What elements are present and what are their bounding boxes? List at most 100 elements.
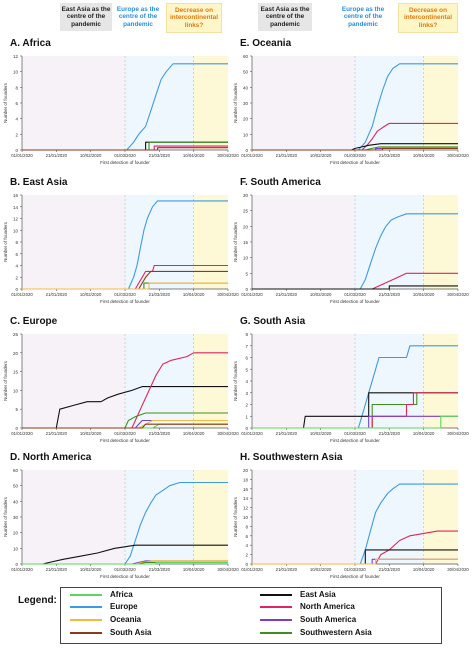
x-tick-label: 01/01/2020 — [241, 431, 263, 436]
x-tick-label: 21/03/2020 — [149, 292, 171, 297]
x-tick-label: 30/04/2020 — [447, 292, 469, 297]
x-tick-label: 21/01/2020 — [276, 292, 298, 297]
y-tick-label: 4 — [245, 379, 248, 384]
period-europe — [355, 56, 424, 150]
y-tick-label: 60 — [243, 54, 249, 59]
y-tick-label: 50 — [243, 70, 249, 75]
y-tick-label: 6 — [15, 252, 18, 257]
y-tick-label: 10 — [243, 515, 249, 520]
series-line-north-america — [22, 352, 228, 429]
x-tick-label: 01/03/2020 — [114, 431, 136, 436]
y-axis-label: Number of founders — [233, 82, 238, 123]
legend-item-africa: Africa — [70, 590, 133, 599]
y-tick-label: 4 — [15, 117, 18, 122]
y-tick-label: 25 — [243, 209, 249, 214]
y-tick-label: 5 — [15, 407, 18, 412]
x-tick-label: 30/04/2020 — [217, 567, 239, 572]
legend-label-africa: Africa — [110, 590, 133, 599]
y-tick-label: 7 — [245, 344, 248, 349]
panel-title-h: H. Southwestern Asia — [240, 452, 343, 463]
period-decrease — [423, 195, 458, 289]
series-line-europe — [252, 213, 458, 290]
x-tick-label: 21/03/2020 — [379, 153, 401, 158]
series-line-europe — [22, 63, 228, 151]
x-tick-label: 01/01/2020 — [11, 153, 33, 158]
period-east-asia — [22, 334, 125, 428]
x-axis-label: First detection of founder — [100, 160, 150, 165]
series-line-oceania — [252, 558, 458, 565]
legend-item-east-asia: East Asia — [260, 590, 336, 599]
series-line-north-america — [22, 264, 228, 290]
x-axis-label: First detection of founder — [100, 299, 150, 304]
period-europe — [125, 195, 194, 289]
y-tick-label: 2 — [245, 403, 248, 408]
panel-title-d: D. North America — [10, 452, 92, 463]
y-tick-label: 1 — [245, 414, 248, 419]
panel-title-e: E. Oceania — [240, 38, 292, 49]
legend-label-south-america: South America — [300, 615, 357, 624]
header-east-asia-right: East Asia as the centre of the pandemic — [258, 3, 312, 31]
y-tick-label: 12 — [13, 54, 19, 59]
series-line-east-asia — [22, 544, 228, 565]
y-axis-label: Number of founders — [233, 496, 238, 537]
series-line-africa — [252, 415, 458, 429]
x-axis-label: First detection of founder — [330, 438, 380, 443]
y-tick-label: 30 — [243, 101, 249, 106]
legend-swatch-south-america — [260, 618, 292, 621]
x-tick-label: 10/02/2020 — [310, 431, 332, 436]
y-tick-label: 5 — [245, 367, 248, 372]
y-tick-label: 3 — [245, 391, 248, 396]
y-tick-label: 8 — [15, 85, 18, 90]
period-decrease — [193, 195, 228, 289]
y-tick-label: 10 — [13, 70, 19, 75]
x-tick-label: 10/02/2020 — [310, 567, 332, 572]
x-tick-label: 10/02/2020 — [80, 431, 102, 436]
chart-panel-c: 0 5 10 15 20 25 01/01/2020 21/01/2020 10/02/2020… — [3, 332, 239, 443]
series-line-europe — [252, 63, 458, 151]
x-tick-label: 01/03/2020 — [114, 292, 136, 297]
legend-label-east-asia: East Asia — [300, 590, 336, 599]
y-tick-label: 4 — [245, 543, 248, 548]
x-tick-label: 10/04/2020 — [413, 567, 435, 572]
x-tick-label: 21/03/2020 — [379, 567, 401, 572]
period-decrease — [423, 334, 458, 428]
y-tick-label: 14 — [243, 496, 249, 501]
y-tick-label: 0 — [245, 426, 248, 431]
y-tick-label: 20 — [243, 468, 249, 473]
y-tick-label: 50 — [13, 484, 19, 489]
y-tick-label: 16 — [13, 193, 19, 198]
period-east-asia — [22, 470, 125, 564]
x-tick-label: 30/04/2020 — [217, 153, 239, 158]
y-tick-label: 20 — [243, 117, 249, 122]
x-tick-label: 10/04/2020 — [413, 292, 435, 297]
series-line-south-asia — [22, 423, 228, 429]
series-line-europe — [252, 483, 458, 565]
y-tick-label: 8 — [15, 240, 18, 245]
x-tick-label: 21/03/2020 — [379, 292, 401, 297]
panel-title-c: C. Europe — [10, 316, 58, 327]
y-tick-label: 30 — [13, 515, 19, 520]
x-tick-label: 10/02/2020 — [310, 292, 332, 297]
y-tick-label: 15 — [13, 370, 19, 375]
x-tick-label: 10/02/2020 — [80, 292, 102, 297]
header-decrease-left: Decrease on intercontinental links? — [166, 3, 222, 33]
legend-box — [60, 587, 442, 644]
series-line-africa — [22, 561, 228, 565]
y-tick-label: 0 — [15, 562, 18, 567]
chart-panel-f: 0 5 10 15 20 25 30 01/01/2020 21/01/2020 10/02/20… — [233, 193, 469, 304]
series-line-europe — [22, 481, 228, 565]
y-axis-label: Number of founders — [3, 221, 8, 262]
y-tick-label: 0 — [245, 562, 248, 567]
y-tick-label: 0 — [15, 426, 18, 431]
x-axis-label: First detection of founder — [100, 574, 150, 579]
x-tick-label: 10/04/2020 — [413, 431, 435, 436]
x-axis-label: First detection of founder — [100, 438, 150, 443]
chart-panel-d: 0 10 20 30 40 50 60 01/01/2020 21/01/2020 10/02/2… — [3, 468, 239, 579]
chart-panel-h: 0 2 4 6 8 10 12 14 16 18 20 01/01/2020 21/01/2020 10/… — [233, 468, 469, 579]
series-line-north-america — [252, 392, 458, 429]
chart-panel-b: 0 2 4 6 8 10 12 14 16 01/01/2020 21/01/2020 10/02/2… — [3, 193, 239, 304]
y-tick-label: 10 — [243, 132, 249, 137]
y-tick-label: 20 — [243, 224, 249, 229]
header-east-asia-left: East Asia as the centre of the pandemic — [60, 3, 112, 31]
period-decrease — [193, 56, 228, 150]
